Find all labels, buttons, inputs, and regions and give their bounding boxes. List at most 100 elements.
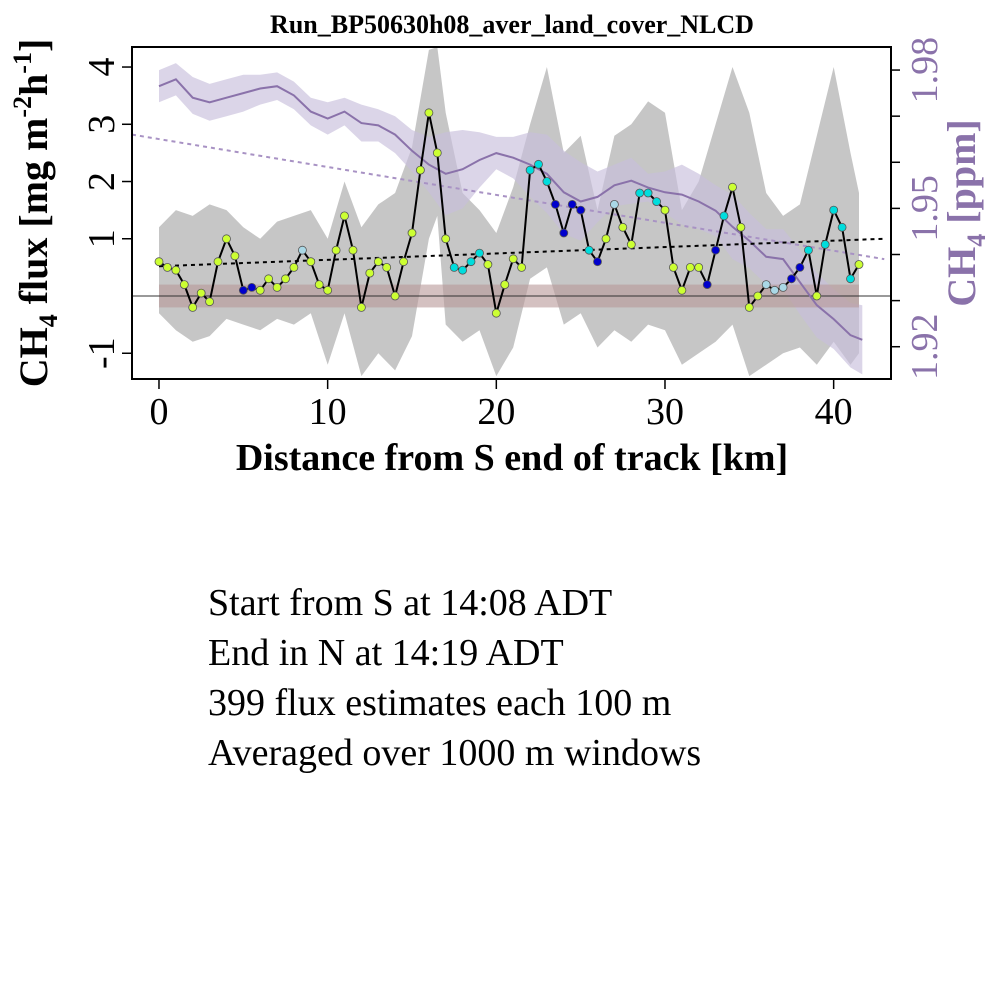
flux-point [281,274,290,284]
ch4-trend-line [132,133,885,261]
flux-point [652,197,661,207]
note-end: End in N at 14:19 ADT [208,632,564,674]
flux-point [213,257,223,267]
run-notes: Start from S at 14:08 ADT End in N at 14… [208,578,701,778]
y-left-tick-label: -1 [81,337,123,369]
flux-point [559,228,569,238]
ch4-concentration-line [158,78,863,341]
flux-point [744,302,754,312]
y-right-tick-label: 1.98 [904,37,946,104]
plot-frame [131,46,892,380]
flux-point [593,257,602,267]
flux-point [424,108,434,118]
flux-point [626,240,636,249]
x-axis: 0 10 20 30 40 [149,379,853,433]
flux-point [365,268,375,278]
y-right-tick-label: 1.95 [904,175,946,242]
flux-point [601,234,611,244]
flux-point [348,245,358,255]
flux-point [331,245,341,255]
flux-point [820,240,830,249]
flux-point [171,265,181,275]
flux-point [390,291,400,301]
flux-point [694,262,704,272]
flux-point [196,288,206,298]
flux-point [812,291,822,301]
flux-point [500,280,510,290]
flux-point [761,280,771,290]
flux-point [264,274,274,284]
flux-point [238,285,248,295]
flux-point [517,262,526,272]
flux-point [610,199,619,209]
flux-point [255,285,265,295]
chart-title: Run_BP50630h08_aver_land_cover_NLCD [270,10,754,39]
y-left-axis: -1 1 2 3 4 [81,58,132,369]
flux-point [306,257,316,267]
flux-point [795,262,805,272]
note-averaging: Averaged over 1000 m windows [208,732,702,774]
flux-point [154,257,164,267]
flux-point [719,211,729,221]
flux-point [525,165,535,175]
flux-point [753,291,763,301]
x-tick-label: 10 [309,391,347,433]
x-tick-label: 20 [477,391,515,433]
flux-point [230,251,240,261]
flux-point [551,199,560,209]
note-estimates: 399 flux estimates each 100 m [208,682,672,724]
x-axis-label: Distance from S end of track [km] [236,437,788,479]
flux-point [728,182,737,192]
flux-point [567,199,577,209]
flux-point [475,248,484,258]
flux-point [618,222,628,232]
x-tick-label: 40 [815,391,853,433]
chart: Run_BP50630h08_aver_land_cover_NLCD 0 10 2… [8,10,991,479]
flux-point [787,274,796,284]
flux-point [508,254,518,264]
x-tick-label: 30 [646,391,684,433]
flux-point [449,262,459,272]
y-right-tick-label: 1.92 [904,313,946,380]
flux-point [711,245,720,255]
flux-point [441,234,451,244]
flux-point [289,262,299,272]
y-right-axis: 1.92 1.95 1.98 [891,37,946,380]
flux-point [677,285,687,295]
flux-point [854,260,864,269]
note-start: Start from S at 14:08 ADT [208,582,613,624]
flux-point [736,222,746,232]
flux-point [247,282,257,292]
y-left-tick-label: 3 [81,115,123,134]
flux-point [829,205,839,215]
flux-point [702,280,712,290]
flux-point [466,257,476,267]
flux-point [483,260,493,269]
y-right-axis-label: CH4 [ppm] [939,119,991,306]
flux-point [272,282,282,292]
flux-point [576,205,586,215]
flux-point [222,234,231,244]
flux-point [179,280,189,290]
flux-point [685,262,695,272]
flux-point [534,159,543,169]
flux-point [804,245,813,255]
flux-point [314,280,324,290]
y-left-axis-label: CH4 flux [mg m-2h-1] [8,39,63,388]
flux-point [415,165,425,175]
y-left-tick-label: 4 [81,58,123,77]
flux-point [458,265,468,275]
flux-point [340,211,349,221]
flux-point [542,177,552,186]
y-left-tick-label: 2 [81,172,123,191]
flux-point [373,257,383,267]
flux-point [356,302,366,312]
flux-point [491,308,501,318]
flux-point [407,228,417,238]
flux-point [323,285,333,295]
flux-point [660,205,670,215]
flux-point [778,282,788,292]
x-tick-label: 0 [149,391,168,433]
flux-point [837,222,847,232]
flux-point [432,148,442,158]
